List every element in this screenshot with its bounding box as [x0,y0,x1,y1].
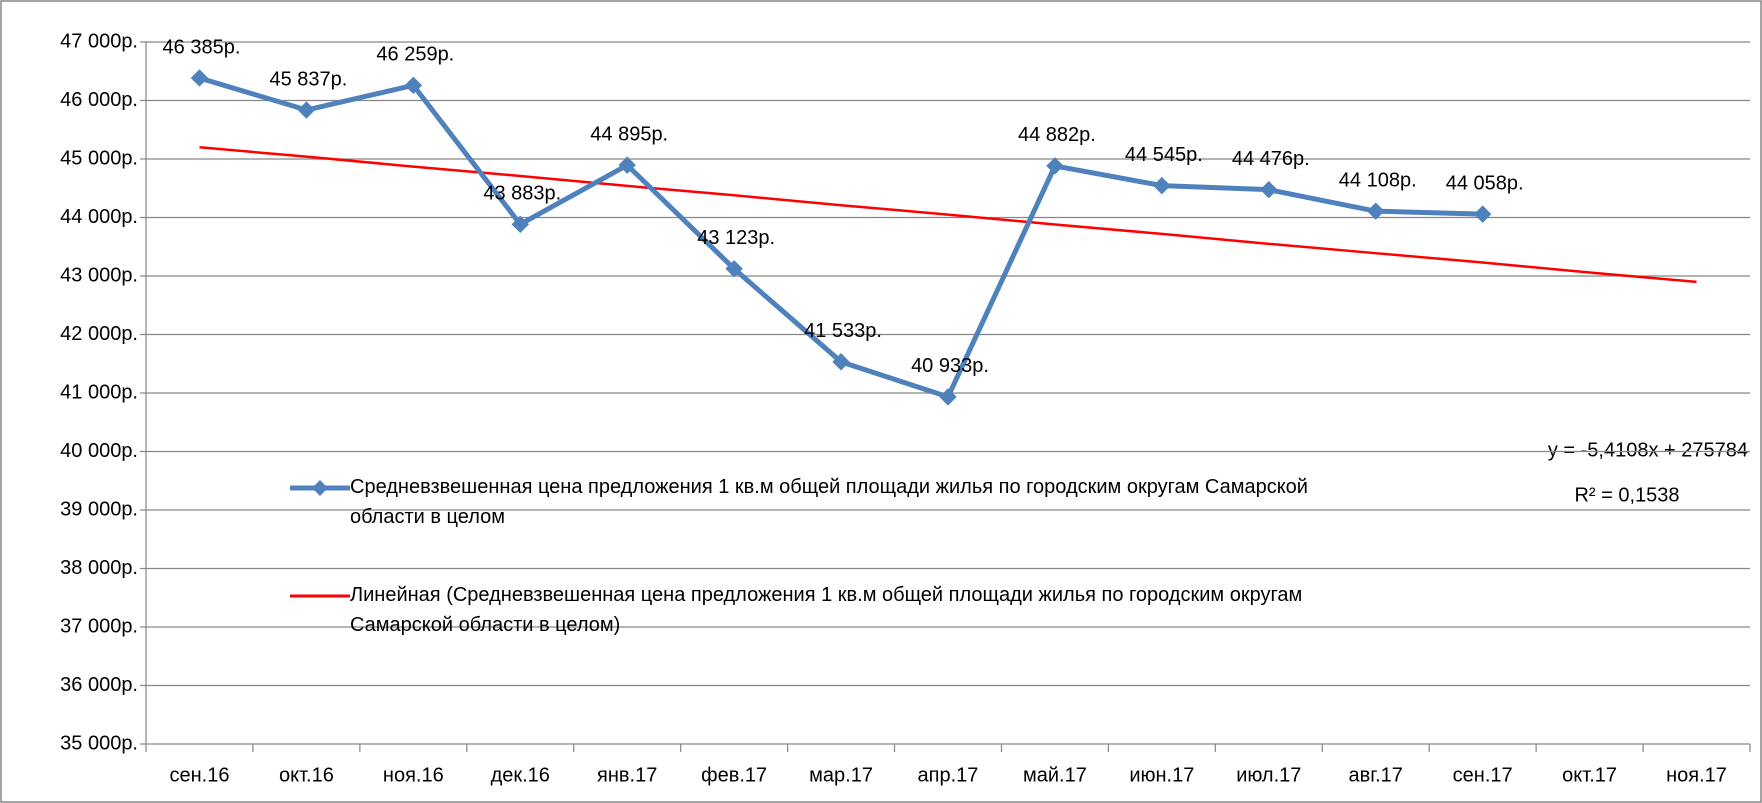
y-tick-label: 41 000р. [60,381,138,403]
data-label: 46 259р. [376,44,454,66]
legend-label: Средневзвешенная цена предложения 1 кв.м… [350,476,1308,528]
legend-item: Средневзвешенная цена предложения 1 кв.м… [350,476,1308,528]
x-tick-label: апр.17 [918,764,979,786]
data-point [297,101,316,119]
y-tick-label: 43 000р. [60,264,138,286]
y-tick-label: 39 000р. [60,498,138,520]
y-tick-label: 35 000р. [60,732,138,754]
data-label: 41 533р. [804,320,882,342]
x-tick-label: окт.16 [279,764,334,786]
legend-label: Линейная (Средневзвешенная цена предложе… [350,584,1303,636]
y-tick-label: 44 000р. [60,206,138,228]
x-tick-label: июл.17 [1236,764,1301,786]
y-tick-label: 40 000р. [60,440,138,462]
data-point [618,156,636,174]
data-label: 44 108р. [1339,169,1417,191]
data-label: 44 545р. [1125,144,1203,166]
x-tick-label: ноя.17 [1666,764,1727,786]
data-label: 44 895р. [590,123,668,145]
trend-r2: R² = 0,1538 [1574,484,1679,506]
legend-item: Линейная (Средневзвешенная цена предложе… [350,584,1303,636]
y-tick-label: 45 000р. [60,147,138,169]
data-point [939,388,957,406]
x-tick-label: ноя.16 [383,764,444,786]
data-point [1153,176,1171,195]
x-tick-label: сен.17 [1453,764,1513,786]
x-tick-label: май.17 [1023,764,1087,786]
y-tick-label: 37 000р. [60,615,138,637]
y-tick-label: 47 000р. [60,30,138,52]
data-point [511,215,529,234]
data-point [190,69,209,87]
legend-marker [312,480,328,496]
data-label: 44 476р. [1232,148,1310,170]
data-point [1473,205,1492,223]
data-label: 45 837р. [269,68,347,90]
data-label: 46 385р. [163,36,241,58]
x-tick-label: сен.16 [169,764,229,786]
data-point [832,353,850,371]
x-tick-label: дек.16 [491,764,550,786]
data-point [1367,202,1385,220]
y-tick-label: 46 000р. [60,89,138,111]
y-tick-label: 42 000р. [60,323,138,345]
data-label: 40 933р. [911,355,989,377]
x-tick-label: авг.17 [1349,764,1403,786]
y-tick-label: 36 000р. [60,674,138,696]
data-point [404,76,423,95]
data-label: 43 123р. [697,227,775,249]
x-tick-label: июн.17 [1129,764,1194,786]
data-point [725,260,743,278]
data-point [1046,157,1064,175]
x-tick-label: фев.17 [701,764,767,786]
data-label: 44 882р. [1018,124,1096,146]
y-tick-label: 38 000р. [60,557,138,579]
x-tick-label: янв.17 [597,764,657,786]
x-tick-label: мар.17 [809,764,873,786]
trend-equation: y = -5,4108x + 275784 [1548,439,1748,461]
series-line [199,146,1697,284]
data-point [1260,180,1278,199]
data-label: 44 058р. [1446,172,1524,194]
x-tick-label: окт.17 [1562,764,1617,786]
data-label: 43 883р. [483,183,561,205]
